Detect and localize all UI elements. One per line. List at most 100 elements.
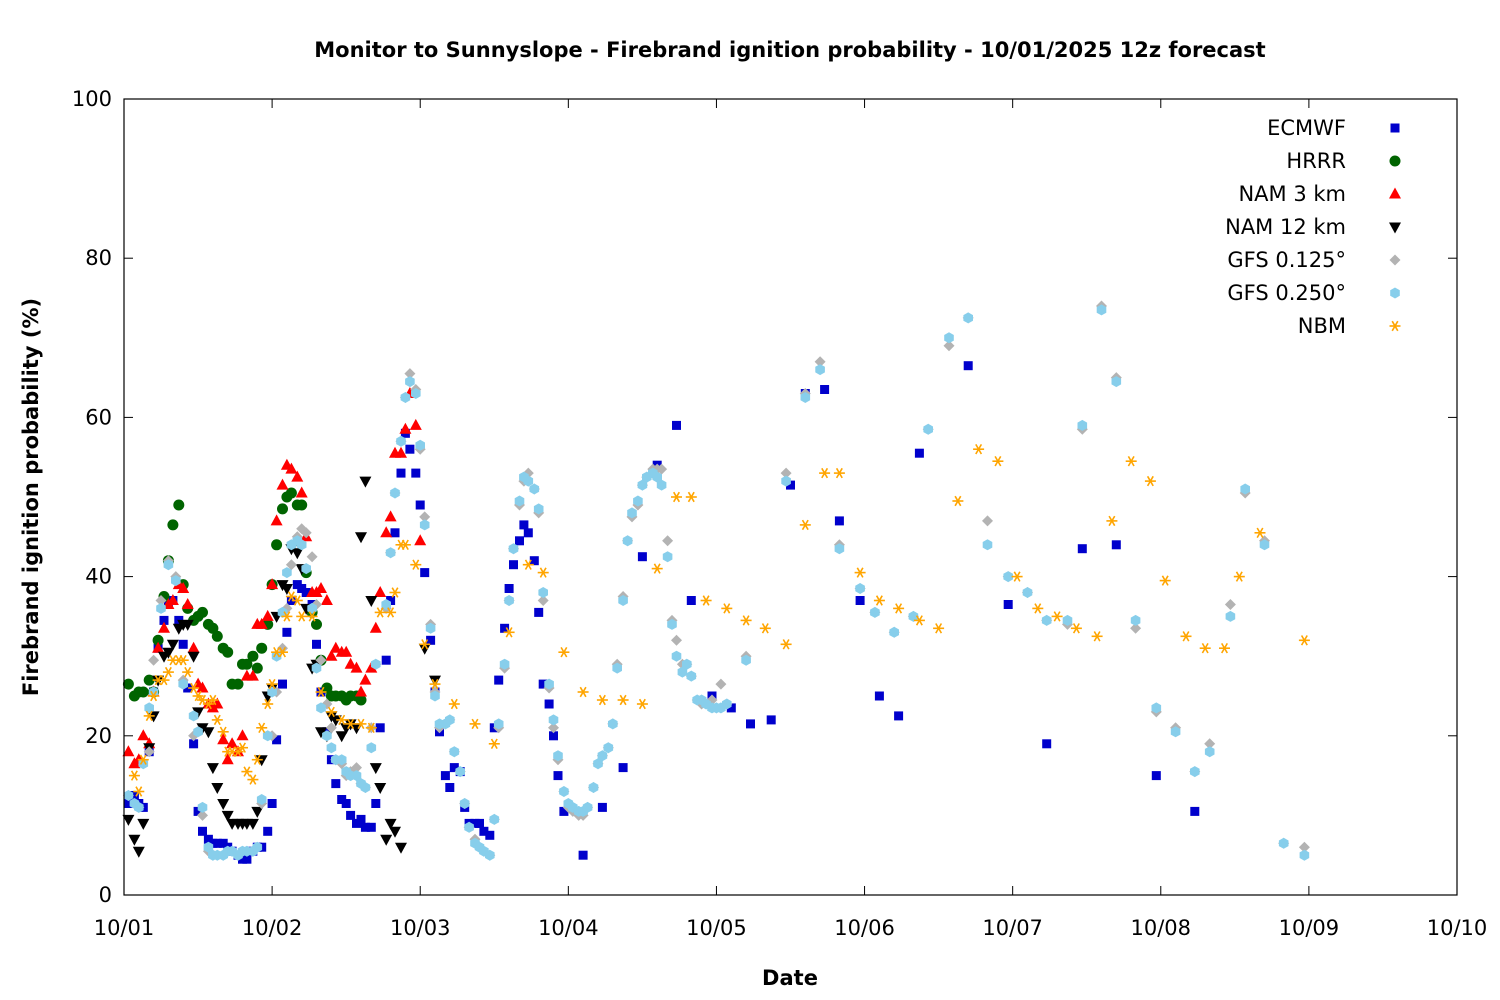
nbm-point [1144, 475, 1157, 487]
gfs-0-250-point [1022, 587, 1033, 598]
ecmwf-point [415, 500, 425, 510]
x-tick-label: 10/09 [1279, 916, 1340, 940]
series-nam-3-km [122, 387, 427, 769]
ecmwf-point [440, 771, 450, 781]
nam-12-km-point [187, 651, 200, 663]
ecmwf-point [494, 675, 504, 685]
nbm-point [616, 694, 630, 706]
nam-12-km-point [359, 476, 372, 488]
nam-3-km-point [276, 478, 289, 490]
series-layer [122, 300, 1311, 864]
gfs-0-125-point [671, 634, 682, 646]
nbm-point [991, 455, 1005, 467]
hrrr-point [173, 499, 185, 511]
gfs-0-125-point [715, 678, 727, 690]
ecmwf-point [874, 691, 884, 701]
gfs-0-250-point [326, 742, 337, 754]
nbm-point [487, 738, 501, 750]
ecmwf-point [686, 596, 696, 605]
gfs-0-250-point [923, 423, 933, 435]
nbm-point [162, 666, 175, 678]
ecmwf-point [1151, 771, 1161, 781]
nam-3-km-point [295, 486, 308, 498]
ecmwf-point [381, 655, 391, 665]
nam-3-km-point [221, 753, 234, 765]
nam-3-km-point [409, 418, 422, 430]
ecmwf-point [523, 528, 533, 538]
legend: ECMWF HRRR NAM 3 km NAM 12 km GFS 0.125° GFS … [1225, 116, 1402, 338]
ecmwf-point [578, 850, 588, 860]
ecmwf-point [346, 810, 356, 820]
nam-12-km-point [132, 846, 145, 858]
ecmwf-point [894, 711, 904, 721]
hrrr-point [311, 618, 322, 630]
x-tick-label: 10/03 [390, 916, 451, 940]
hrrr-point [277, 503, 288, 515]
ecmwf-point [544, 699, 554, 709]
nam-3-km-point [236, 729, 249, 741]
y-tick-label: 0 [99, 883, 112, 907]
nam-3-km-point [261, 609, 274, 621]
gfs-0-250-point [622, 535, 633, 547]
x-axis-label: Date [762, 966, 818, 990]
gfs-0-250-point [1204, 746, 1215, 758]
nam-3-km-point [374, 586, 387, 597]
nbm-point [670, 491, 683, 503]
ecmwf-point [1190, 806, 1200, 816]
ecmwf-point [519, 520, 529, 530]
x-tick-label: 10/05 [686, 916, 747, 940]
ecmwf-point [341, 799, 351, 808]
ecmwf-point [597, 802, 607, 812]
gfs-0-250-point [1003, 571, 1013, 583]
ecmwf-point [504, 584, 514, 593]
legend-marker-ecmwf [1390, 123, 1400, 133]
nbm-point [536, 566, 550, 579]
nbm-point [211, 714, 224, 726]
gfs-0-250-point [889, 626, 899, 638]
legend-label-nam-12-km: NAM 12 km [1225, 215, 1346, 239]
series-hrrr [122, 487, 367, 706]
gfs-0-250-point [588, 782, 599, 793]
nam-3-km-point [384, 510, 397, 522]
legend-marker-nbm [1388, 320, 1402, 332]
x-tick-label: 10/06 [834, 916, 895, 940]
gfs-0-250-point [405, 376, 415, 388]
gfs-0-250-point [1041, 614, 1052, 626]
nbm-point [873, 594, 886, 607]
ecmwf-point [405, 444, 415, 454]
hrrr-point [296, 499, 308, 511]
legend-marker-nam-3-km [1389, 187, 1401, 199]
ecmwf-point [396, 468, 406, 478]
nam-3-km-point [380, 526, 393, 538]
nbm-point [557, 646, 571, 658]
nam-12-km-point [137, 818, 150, 830]
x-tick-label: 10/08 [1131, 916, 1192, 940]
hrrr-point [211, 630, 223, 642]
y-tick-label: 80 [85, 246, 112, 270]
nbm-point [972, 443, 985, 455]
legend-label-nbm: NBM [1298, 314, 1346, 338]
ecmwf-point [278, 679, 287, 689]
nbm-point [1070, 622, 1083, 634]
y-tick-label: 20 [85, 724, 112, 748]
nbm-point [468, 718, 482, 730]
nam-12-km-point [128, 834, 141, 846]
ecmwf-point [834, 516, 844, 526]
nbm-point [1179, 630, 1193, 642]
gfs-0-250-point [366, 742, 377, 754]
ecmwf-point [475, 818, 484, 828]
gfs-0-125-point [1224, 599, 1236, 610]
ecmwf-point [267, 799, 277, 808]
gfs-0-250-point [548, 714, 559, 726]
gfs-0-250-point [538, 587, 548, 598]
x-tick-label: 10/07 [982, 916, 1043, 940]
ecmwf-point [282, 627, 292, 637]
ecmwf-point [618, 763, 628, 773]
ecmwf-point [420, 568, 430, 578]
ecmwf-point [515, 536, 524, 546]
gfs-0-250-point [559, 786, 569, 797]
axis-ticks [123, 98, 1458, 896]
nam-12-km-point [374, 783, 387, 794]
nam-12-km-point [380, 834, 393, 846]
hrrr-point [256, 642, 268, 654]
